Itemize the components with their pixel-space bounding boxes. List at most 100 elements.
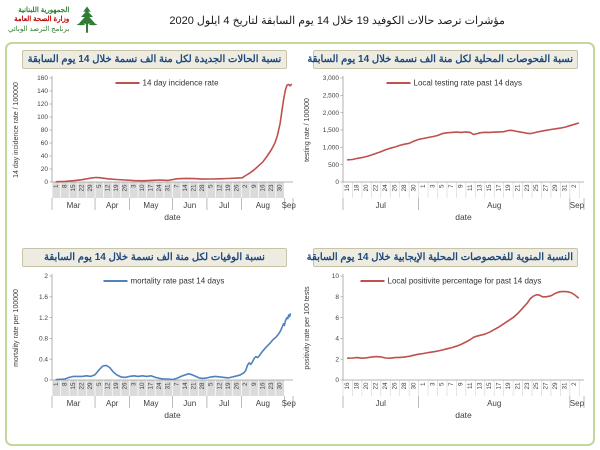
- svg-text:26: 26: [391, 382, 398, 390]
- svg-text:mortality rate past 14 days: mortality rate past 14 days: [130, 277, 224, 286]
- svg-text:11: 11: [467, 382, 474, 389]
- svg-text:29: 29: [552, 184, 559, 192]
- svg-text:24: 24: [382, 382, 389, 390]
- svg-text:19: 19: [113, 184, 120, 192]
- svg-text:28: 28: [199, 382, 206, 390]
- y-tick-labels: 0 20 40 60 80 100 120 140 160: [37, 75, 52, 186]
- svg-text:12: 12: [104, 382, 111, 390]
- svg-text:19: 19: [113, 382, 120, 390]
- svg-text:160: 160: [37, 75, 48, 82]
- svg-text:24: 24: [156, 184, 163, 192]
- svg-text:1,000: 1,000: [322, 145, 339, 152]
- svg-text:5: 5: [207, 382, 214, 386]
- svg-text:17: 17: [147, 184, 154, 192]
- svg-text:31: 31: [561, 382, 568, 390]
- chart-title-testing: نسبة الفحوصات المحلية لكل منة الف نسمة خ…: [307, 50, 578, 69]
- month-labels: Mar Apr May Jun Jul Aug Sep: [51, 198, 296, 210]
- svg-text:26: 26: [233, 382, 240, 390]
- svg-text:19: 19: [504, 382, 511, 390]
- svg-text:Jul: Jul: [219, 201, 229, 210]
- y-tick-labels: 0 500 1,000 1,500 2,000 2,500 3,000: [322, 75, 343, 186]
- x-tick-band: [342, 182, 580, 198]
- svg-text:9: 9: [457, 382, 464, 386]
- x-tick-band: [342, 380, 580, 396]
- ministry-logo-text: الجمهورية اللبنانية وزارة الصحة العامة ب…: [8, 6, 69, 34]
- svg-text:23: 23: [267, 184, 274, 192]
- panel-mortality: نسبة الوفيات لكل منة الف نسمة خلال 14 يو…: [9, 244, 300, 442]
- svg-text:Mar: Mar: [66, 201, 80, 210]
- svg-text:8: 8: [61, 184, 68, 188]
- svg-text:2,500: 2,500: [322, 93, 339, 100]
- svg-text:13: 13: [476, 382, 483, 390]
- svg-text:Jul: Jul: [375, 201, 385, 210]
- svg-text:25: 25: [533, 184, 540, 192]
- svg-text:7: 7: [173, 184, 180, 188]
- svg-text:26: 26: [391, 184, 398, 192]
- series-line: [346, 122, 579, 161]
- svg-text:26: 26: [121, 184, 128, 192]
- svg-text:0.8: 0.8: [38, 336, 47, 343]
- x-axis-title: date: [164, 212, 181, 222]
- svg-text:16: 16: [259, 184, 266, 192]
- svg-text:2: 2: [571, 184, 578, 188]
- svg-text:8: 8: [61, 382, 68, 386]
- svg-text:22: 22: [372, 184, 379, 192]
- x-axis-title: date: [455, 410, 472, 420]
- svg-text:Local positivite percentage fo: Local positivite percentage for past 14 …: [387, 277, 541, 286]
- testing-chart-canvas: 16 18 20 22 24 26 28 30 1 3 5 7 9 11 13 15 17 19 21 23 25 27 2…: [304, 75, 585, 222]
- svg-text:0: 0: [44, 377, 48, 384]
- mortality-chart-canvas: 1 8 15 22 29 5 12 19 26 3 10 17 24 31 7 14 21 28 5 12 19 26 2 9…: [13, 273, 296, 420]
- svg-text:20: 20: [363, 184, 370, 192]
- svg-text:3: 3: [130, 184, 137, 188]
- svg-text:15: 15: [485, 184, 492, 192]
- svg-text:9: 9: [250, 382, 257, 386]
- svg-text:60: 60: [40, 140, 48, 147]
- svg-text:100: 100: [37, 114, 48, 121]
- svg-text:12: 12: [216, 184, 223, 192]
- svg-text:15: 15: [70, 184, 77, 192]
- svg-text:Jun: Jun: [183, 201, 196, 210]
- svg-text:31: 31: [164, 184, 171, 192]
- svg-text:17: 17: [495, 184, 502, 192]
- series-line: [346, 290, 579, 359]
- svg-text:May: May: [143, 399, 158, 408]
- svg-text:140: 140: [37, 88, 48, 95]
- svg-text:23: 23: [523, 382, 530, 390]
- x-axis-title: date: [455, 212, 472, 222]
- svg-text:30: 30: [410, 382, 417, 390]
- legend: 14 day incidence rate: [115, 79, 219, 88]
- svg-text:Jul: Jul: [375, 399, 385, 408]
- svg-text:19: 19: [504, 184, 511, 192]
- y-tick-labels: 0 0.4 0.8 1.2 1.6 2: [38, 273, 52, 384]
- svg-text:14: 14: [181, 184, 188, 192]
- svg-text:19: 19: [224, 382, 231, 390]
- svg-text:Sep: Sep: [569, 399, 584, 408]
- svg-text:20: 20: [40, 166, 48, 173]
- svg-text:16: 16: [259, 382, 266, 390]
- month-labels: Jul Aug Sep: [342, 198, 584, 210]
- y-axis-title: 14 day incidence rate / 100000: [13, 82, 20, 178]
- svg-text:14 day incidence rate: 14 day incidence rate: [142, 79, 219, 88]
- svg-text:10: 10: [138, 382, 145, 390]
- svg-text:15: 15: [485, 382, 492, 390]
- svg-text:7: 7: [173, 382, 180, 386]
- svg-text:5: 5: [438, 382, 445, 386]
- svg-text:30: 30: [410, 184, 417, 192]
- svg-text:2,000: 2,000: [322, 110, 339, 117]
- x-tick-labels: 1 8 15 22 29 5 12 19 26 3 10 17 24 31 7 14 21 28 5 12 19 26 2 9…: [52, 382, 283, 390]
- svg-text:19: 19: [224, 184, 231, 192]
- positivity-chart-canvas: 16 18 20 22 24 26 28 30 1 3 5 7 9 11 13 15 17 19 21 23 25 27 2…: [304, 273, 585, 420]
- svg-text:1: 1: [419, 382, 426, 386]
- svg-text:25: 25: [533, 382, 540, 390]
- svg-text:11: 11: [467, 184, 474, 191]
- svg-text:3,000: 3,000: [322, 75, 339, 82]
- svg-text:15: 15: [70, 382, 77, 390]
- svg-text:4: 4: [335, 336, 339, 343]
- header: الجمهورية اللبنانية وزارة الصحة العامة ب…: [0, 0, 600, 40]
- svg-text:5: 5: [95, 382, 102, 386]
- svg-text:80: 80: [40, 127, 48, 134]
- svg-text:20: 20: [363, 382, 370, 390]
- svg-text:21: 21: [514, 184, 521, 192]
- svg-text:13: 13: [476, 184, 483, 192]
